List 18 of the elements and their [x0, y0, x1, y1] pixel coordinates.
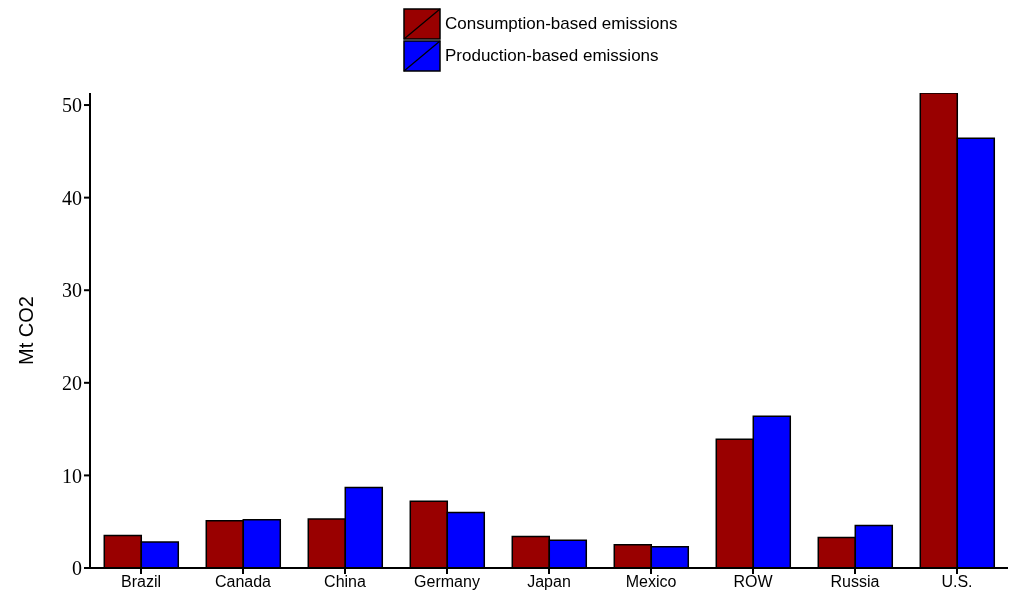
y-axis-title: Mt CO2 — [15, 296, 38, 365]
x-tick-label: Germany — [414, 573, 480, 591]
x-tick-label: Brazil — [120, 573, 162, 591]
x-tick-label: U.S. — [941, 573, 973, 591]
legend-label: Production-based emissions — [445, 46, 659, 66]
y-tick-label: 30 — [62, 279, 82, 302]
x-tick-label: Canada — [214, 573, 272, 591]
y-tick-label: 10 — [62, 464, 82, 487]
x-tick-label: Mexico — [625, 573, 677, 591]
x-tick-label: China — [324, 573, 366, 591]
y-tick-label: 40 — [62, 186, 82, 209]
x-tick-label: Japan — [527, 573, 571, 591]
y-tick-label: 50 — [62, 94, 82, 117]
y-tick-label: 0 — [72, 557, 82, 580]
x-tick-label: Russia — [830, 573, 880, 591]
x-tick-label: ROW — [733, 573, 774, 591]
y-tick-label: 20 — [62, 371, 82, 394]
legend-label: Consumption-based emissions — [445, 14, 678, 34]
